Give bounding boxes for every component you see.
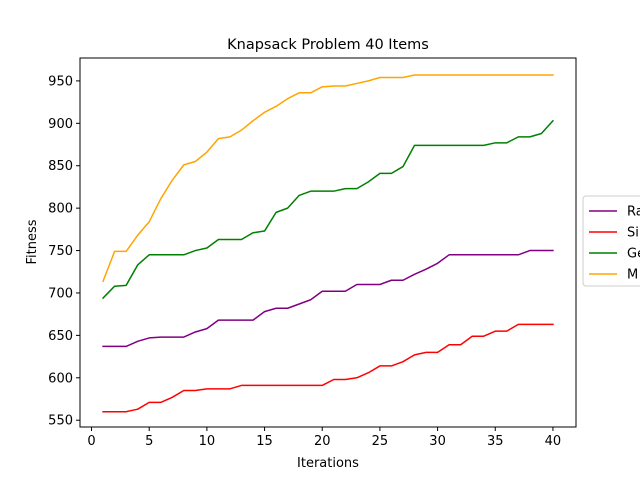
series-line-4 <box>102 74 554 283</box>
legend-label-1: Ra <box>627 205 640 220</box>
x-tick-label: 5 <box>145 434 153 449</box>
x-axis-label: Iterations <box>297 456 359 471</box>
y-tick-label: 650 <box>48 329 73 344</box>
legend-label-2: Si <box>627 226 639 241</box>
y-axis-label: Fitness <box>25 219 40 264</box>
plot-area <box>79 57 577 428</box>
legend-label-4: M <box>627 268 638 283</box>
series-line-3 <box>102 119 554 300</box>
y-tick-label: 850 <box>48 159 73 174</box>
x-tick-label: 25 <box>372 434 389 449</box>
legend: Ra Si Ge M <box>582 195 640 287</box>
series-layer <box>102 74 554 413</box>
series-line-2 <box>102 323 554 413</box>
y-tick-label: 700 <box>48 286 73 301</box>
legend-label-3: Ge <box>627 247 640 262</box>
legend-box <box>582 195 640 287</box>
x-tick-label: 20 <box>314 434 331 449</box>
x-tick-label: 40 <box>545 434 562 449</box>
y-axis-ticks: 550 600 650 700 750 800 850 900 950 <box>48 74 80 429</box>
series-line-1 <box>102 249 554 348</box>
y-tick-label: 950 <box>48 74 73 89</box>
y-tick-label: 900 <box>48 117 73 132</box>
x-tick-label: 30 <box>429 434 446 449</box>
y-tick-label: 750 <box>48 244 73 259</box>
x-axis-ticks: 0 5 10 15 20 25 30 35 40 <box>87 427 561 449</box>
y-tick-label: 600 <box>48 371 73 386</box>
x-tick-label: 35 <box>487 434 504 449</box>
chart-title: Knapsack Problem 40 Items <box>227 37 429 53</box>
x-tick-label: 15 <box>256 434 273 449</box>
y-tick-label: 550 <box>48 414 73 429</box>
x-tick-label: 10 <box>199 434 216 449</box>
y-tick-label: 800 <box>48 202 73 217</box>
x-tick-label: 0 <box>87 434 95 449</box>
